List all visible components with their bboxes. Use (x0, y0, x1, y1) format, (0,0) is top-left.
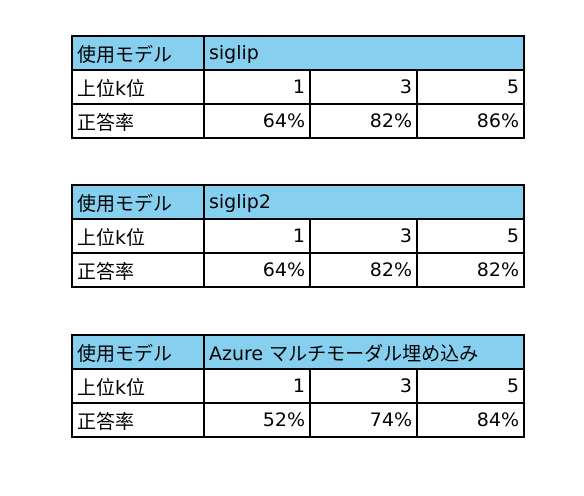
topk-value-cell: 5 (416, 218, 525, 254)
accuracy-value-cell: 82% (416, 252, 525, 288)
topk-row: 上位k位 1 3 5 (71, 218, 525, 254)
topk-value-cell: 1 (203, 368, 311, 404)
topk-label-cell: 上位k位 (71, 218, 205, 254)
accuracy-value-cell: 84% (416, 402, 525, 438)
accuracy-value-cell: 86% (416, 103, 525, 139)
accuracy-label-cell: 正答率 (71, 103, 205, 139)
model-header-row: 使用モデル Azure マルチモーダル埋め込み (71, 334, 525, 370)
model-name-cell: Azure マルチモーダル埋め込み (203, 334, 525, 370)
accuracy-row: 正答率 64% 82% 86% (71, 103, 525, 139)
accuracy-label-cell: 正答率 (71, 402, 205, 438)
results-table-azure: 使用モデル Azure マルチモーダル埋め込み 上位k位 1 3 5 正答率 5… (71, 334, 525, 438)
topk-value-cell: 1 (203, 218, 311, 254)
accuracy-row: 正答率 52% 74% 84% (71, 402, 525, 438)
accuracy-value-cell: 82% (309, 252, 418, 288)
accuracy-value-cell: 74% (309, 402, 418, 438)
model-label-cell: 使用モデル (71, 35, 205, 71)
topk-row: 上位k位 1 3 5 (71, 368, 525, 404)
accuracy-label-cell: 正答率 (71, 252, 205, 288)
accuracy-value-cell: 64% (203, 103, 311, 139)
topk-label-cell: 上位k位 (71, 69, 205, 105)
accuracy-value-cell: 52% (203, 402, 311, 438)
topk-value-cell: 3 (309, 69, 418, 105)
model-name-cell: siglip (203, 35, 525, 71)
topk-row: 上位k位 1 3 5 (71, 69, 525, 105)
results-table-siglip2: 使用モデル siglip2 上位k位 1 3 5 正答率 64% 82% 82% (71, 184, 525, 288)
accuracy-value-cell: 64% (203, 252, 311, 288)
model-label-cell: 使用モデル (71, 184, 205, 220)
results-table-siglip: 使用モデル siglip 上位k位 1 3 5 正答率 64% 82% 86% (71, 35, 525, 139)
topk-value-cell: 5 (416, 368, 525, 404)
model-header-row: 使用モデル siglip2 (71, 184, 525, 220)
accuracy-row: 正答率 64% 82% 82% (71, 252, 525, 288)
topk-value-cell: 5 (416, 69, 525, 105)
accuracy-value-cell: 82% (309, 103, 418, 139)
topk-value-cell: 3 (309, 218, 418, 254)
model-label-cell: 使用モデル (71, 334, 205, 370)
model-header-row: 使用モデル siglip (71, 35, 525, 71)
topk-value-cell: 1 (203, 69, 311, 105)
topk-label-cell: 上位k位 (71, 368, 205, 404)
topk-value-cell: 3 (309, 368, 418, 404)
model-name-cell: siglip2 (203, 184, 525, 220)
